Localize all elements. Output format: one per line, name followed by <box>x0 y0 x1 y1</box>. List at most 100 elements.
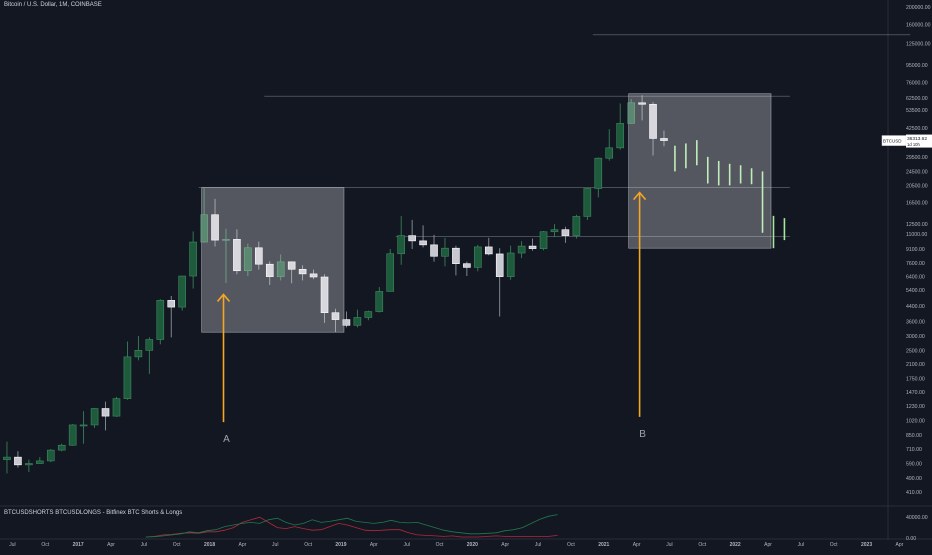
candle <box>495 248 504 317</box>
price-label: 2100.00 <box>906 362 925 368</box>
chart-title: Bitcoin / U.S. Dollar, 1M, COINBASE <box>4 2 102 8</box>
indicator-series-btcusdshorts <box>145 516 558 538</box>
current-price-symbol: BTCUSD <box>883 138 902 143</box>
grid-layer <box>0 0 932 540</box>
candle <box>561 226 570 243</box>
time-label: Apr <box>501 542 509 548</box>
candle-body <box>112 398 121 417</box>
candle <box>649 101 657 156</box>
candle <box>265 261 274 286</box>
candle-body <box>145 339 154 351</box>
arrow-head <box>632 191 647 201</box>
time-label: Oct <box>173 542 181 548</box>
candle-body <box>156 300 165 340</box>
candle <box>605 129 614 161</box>
time-label: Jul <box>272 542 278 548</box>
candle-body <box>375 291 384 312</box>
candle <box>375 287 384 313</box>
candle-body <box>506 252 515 277</box>
candle <box>441 237 449 267</box>
candle <box>309 269 318 280</box>
price-label: 4400.00 <box>906 304 925 310</box>
candle <box>14 451 22 468</box>
indicator-pane: 40000.00 0.00 <box>145 514 928 542</box>
candle <box>528 238 537 251</box>
boxes-layer <box>201 93 772 333</box>
time-label: Oct <box>41 542 49 548</box>
candle <box>57 443 66 452</box>
candle <box>342 311 351 328</box>
price-label: 1230.00 <box>906 404 925 410</box>
candle <box>452 245 460 276</box>
candle-body <box>605 147 614 159</box>
candle <box>3 441 11 474</box>
candle <box>233 229 241 275</box>
price-label: 6400.00 <box>906 275 925 281</box>
time-label: 2020 <box>467 542 478 548</box>
candle-body <box>3 456 11 460</box>
time-label: Jul <box>666 542 672 548</box>
candle-body <box>255 247 263 265</box>
candle-body <box>419 240 427 246</box>
price-label: 12500.00 <box>906 222 928 228</box>
price-label: 410.00 <box>906 490 922 496</box>
candle-body <box>101 408 110 417</box>
price-label: 2500.00 <box>906 348 925 354</box>
candle <box>408 219 416 250</box>
candle <box>287 261 296 284</box>
time-label: Jul <box>9 542 15 548</box>
candle-body <box>309 273 318 278</box>
time-axis[interactable]: Jul Oct 2017 Apr Jul Oct 2018 Apr Jul Oct 2019 Apr J… <box>9 542 903 548</box>
candle <box>419 225 427 248</box>
price-label: 125000.00 <box>906 42 931 48</box>
candle <box>112 396 121 417</box>
price-label: 16500.00 <box>906 200 928 206</box>
candle <box>298 265 307 281</box>
current-price-countdown: 1d 10h <box>907 142 920 147</box>
current-price-value: 36313.62 <box>907 136 927 142</box>
price-label: 710.00 <box>906 447 922 453</box>
candle-body <box>342 319 351 326</box>
candle <box>134 336 143 361</box>
candle-body <box>452 247 460 264</box>
candle <box>167 295 176 338</box>
candle-body <box>353 317 362 326</box>
price-label: 29500.00 <box>906 155 928 161</box>
candle <box>397 215 405 265</box>
price-label: 95000.00 <box>906 63 928 69</box>
candle <box>550 224 559 238</box>
price-axis[interactable]: 200000.00 160000.00 125000.00 95000.00 76000… <box>881 5 932 496</box>
candle <box>222 228 230 284</box>
candle <box>430 234 438 262</box>
candle-body <box>298 268 307 275</box>
candle <box>101 401 110 431</box>
price-label: 1750.00 <box>906 376 925 382</box>
price-label: 1470.00 <box>906 390 925 396</box>
indicator-axis-label: 0.00 <box>906 536 916 542</box>
candle <box>627 98 635 124</box>
time-label: Apr <box>896 542 904 548</box>
time-label: Oct <box>830 542 838 548</box>
candle-body <box>561 229 570 236</box>
candle <box>331 308 340 333</box>
candle-body <box>233 239 241 272</box>
indicator-title: BTCUSDSHORTS BTCUSDLONGS - Bitfinex BTC … <box>4 510 183 516</box>
price-label: 42500.00 <box>906 126 928 132</box>
price-label: 20500.00 <box>906 183 928 189</box>
candle-body <box>244 247 252 272</box>
candle <box>320 274 329 323</box>
price-label: 62500.00 <box>906 96 928 102</box>
candle <box>572 214 581 239</box>
candle-body <box>517 245 526 254</box>
time-label: Jul <box>403 542 409 548</box>
candle-body <box>616 123 624 149</box>
candle <box>123 341 132 400</box>
candle-body <box>495 253 504 277</box>
time-label: 2021 <box>598 542 609 548</box>
candle <box>156 299 165 345</box>
candle-body <box>408 235 416 242</box>
candle <box>200 188 208 243</box>
candle <box>638 95 646 121</box>
